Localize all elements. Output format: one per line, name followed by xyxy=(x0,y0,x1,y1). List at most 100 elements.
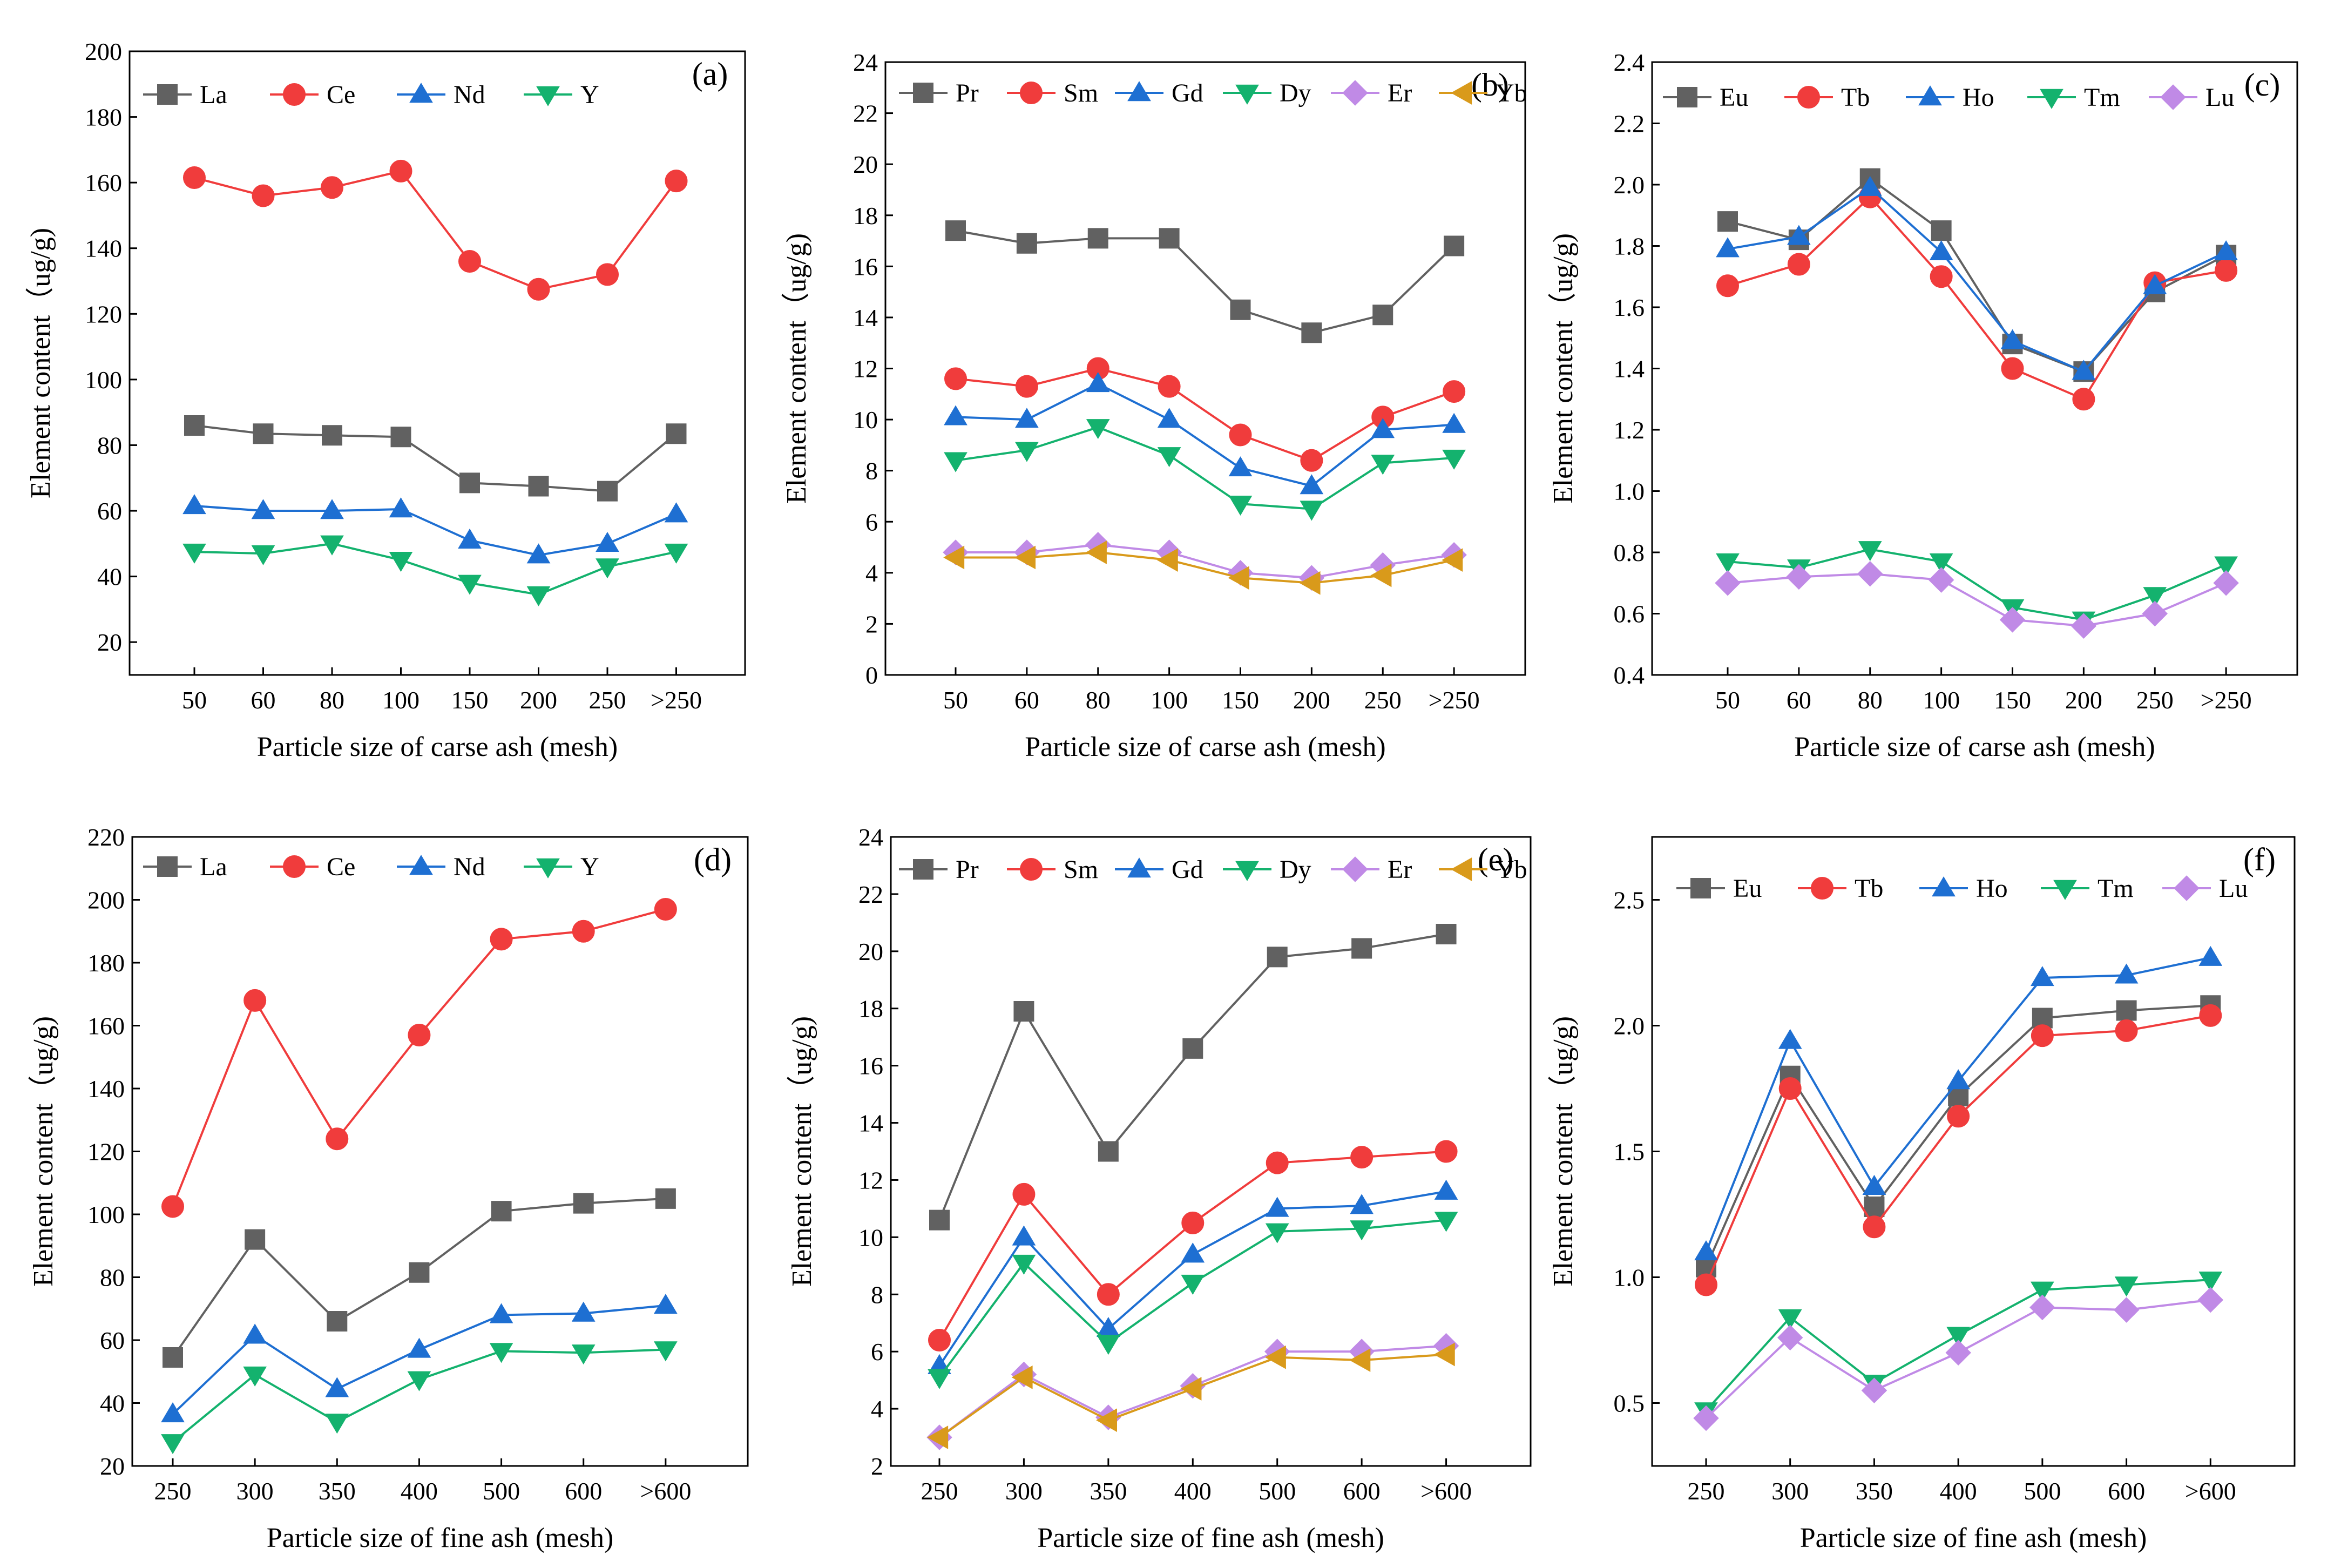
point-Dy xyxy=(1157,447,1181,468)
x-tick-label: 400 xyxy=(1174,1477,1212,1505)
point-Nd xyxy=(251,499,275,519)
series-Gd xyxy=(944,372,1466,495)
point-Pr xyxy=(1013,1001,1034,1022)
point-Lu xyxy=(1693,1405,1719,1431)
point-Gd xyxy=(944,405,967,425)
x-tick-label: >250 xyxy=(1429,686,1480,714)
series-Gd xyxy=(928,1179,1458,1374)
x-tick-label: 200 xyxy=(520,686,557,714)
point-Sm xyxy=(928,1329,951,1351)
point-Ce xyxy=(596,263,619,286)
y-tick-label: 200 xyxy=(85,38,122,65)
legend-marker xyxy=(1235,84,1259,105)
x-tick-label: 50 xyxy=(943,686,968,714)
point-Eu xyxy=(2116,1000,2137,1021)
x-tick-label: 200 xyxy=(2065,686,2102,714)
x-tick-label: >600 xyxy=(2185,1477,2236,1505)
y-tick-label: 140 xyxy=(87,1075,125,1103)
point-Sm xyxy=(1266,1151,1289,1174)
point-Yb xyxy=(1442,548,1463,572)
legend-label: Gd xyxy=(1172,79,1203,107)
point-Lu xyxy=(1861,1377,1887,1403)
y-tick-label: 160 xyxy=(85,169,122,197)
legend-item-Pr: Pr xyxy=(899,79,979,107)
point-Ce xyxy=(252,184,275,207)
legend-item-Eu: Eu xyxy=(1676,874,1762,903)
point-Pr xyxy=(1159,228,1180,249)
legend-label: Sm xyxy=(1064,79,1098,107)
panel-label: (c) xyxy=(2244,67,2281,103)
x-axis-label: Particle size of carse ash (mesh) xyxy=(1025,732,1385,762)
point-Tm xyxy=(2031,1281,2054,1302)
line-Tm xyxy=(1727,548,2227,621)
series-Pr xyxy=(929,924,1457,1231)
point-Ho xyxy=(2114,963,2139,984)
y-tick-label: 180 xyxy=(87,949,125,977)
point-Ce xyxy=(408,1023,431,1046)
point-Sm xyxy=(1300,449,1323,472)
point-Eu xyxy=(1864,1197,1885,1218)
point-Tm xyxy=(1858,541,1882,562)
panel-label: (a) xyxy=(692,56,728,92)
point-Ce xyxy=(161,1195,184,1218)
legend-item-Lu: Lu xyxy=(2149,83,2234,112)
legend: Pr Sm Gd Dy Er Yb xyxy=(899,855,1527,884)
point-Dy xyxy=(1300,501,1324,521)
point-La xyxy=(184,415,205,436)
y-tick-label: 8 xyxy=(871,1281,883,1308)
point-Pr xyxy=(1182,1038,1203,1059)
point-Sm xyxy=(1158,375,1181,398)
y-tick-label: 24 xyxy=(858,823,883,851)
legend-label: La xyxy=(200,80,227,109)
y-tick-label: 160 xyxy=(87,1012,125,1040)
point-Tb xyxy=(2199,1004,2222,1027)
legend-marker xyxy=(1342,856,1368,882)
legend-item-Gd: Gd xyxy=(1115,79,1203,107)
y-tick-label: 100 xyxy=(87,1201,125,1228)
point-Gd xyxy=(1300,474,1324,495)
x-tick-label: 300 xyxy=(1005,1477,1043,1505)
point-Ho xyxy=(2000,329,2025,349)
series-Sm xyxy=(928,1140,1458,1351)
point-Eu xyxy=(1717,211,1738,232)
point-Nd xyxy=(325,1377,349,1397)
y-axis-label: Element content（ug/g) xyxy=(1548,233,1579,504)
legend-marker xyxy=(1127,857,1151,878)
series-Dy xyxy=(928,1212,1458,1389)
point-Tm xyxy=(2143,587,2167,607)
chart-panel-3: 0.4 0.6 0.8 1.0 1.2 1.4 1.6 1.8 2.0 2.2 2.4 50 60 80 1… xyxy=(1548,49,2298,762)
x-tick-label: 60 xyxy=(251,686,276,714)
series-La xyxy=(184,415,687,502)
line-La xyxy=(194,424,677,492)
y-tick-label: 20 xyxy=(853,151,878,178)
y-tick-label: 60 xyxy=(100,1327,125,1354)
y-tick-label: 0.4 xyxy=(1614,661,1645,689)
legend-label: Dy xyxy=(1280,79,1311,107)
legend-label: Sm xyxy=(1064,855,1098,884)
y-axis-label: Element content（ug/g) xyxy=(1548,1016,1579,1287)
point-Y xyxy=(489,1343,513,1363)
point-Y xyxy=(251,545,275,565)
point-Nd xyxy=(458,528,482,549)
point-Sm xyxy=(1012,1182,1036,1206)
point-Yb xyxy=(1370,563,1392,587)
x-axis-label: Particle size of fine ash (mesh) xyxy=(267,1523,614,1553)
point-Nd xyxy=(182,494,206,515)
series-Ce xyxy=(183,159,688,301)
point-Dy xyxy=(1371,455,1395,475)
y-tick-label: 180 xyxy=(85,104,122,131)
point-Nd xyxy=(526,543,551,564)
point-Pr xyxy=(1267,947,1288,968)
point-La xyxy=(322,425,342,446)
plot-frame xyxy=(128,50,746,676)
legend-label: Y xyxy=(580,80,599,109)
point-Ce xyxy=(458,250,481,273)
series-Pr xyxy=(945,220,1465,343)
x-tick-label: 100 xyxy=(382,686,420,714)
point-Yb xyxy=(1014,545,1036,570)
x-tick-label: 500 xyxy=(483,1477,520,1505)
line-Tb xyxy=(1727,195,2227,401)
y-tick-label: 140 xyxy=(85,235,122,262)
legend-label: Tb xyxy=(1855,874,1883,903)
legend-item-Tm: Tm xyxy=(2027,83,2120,112)
